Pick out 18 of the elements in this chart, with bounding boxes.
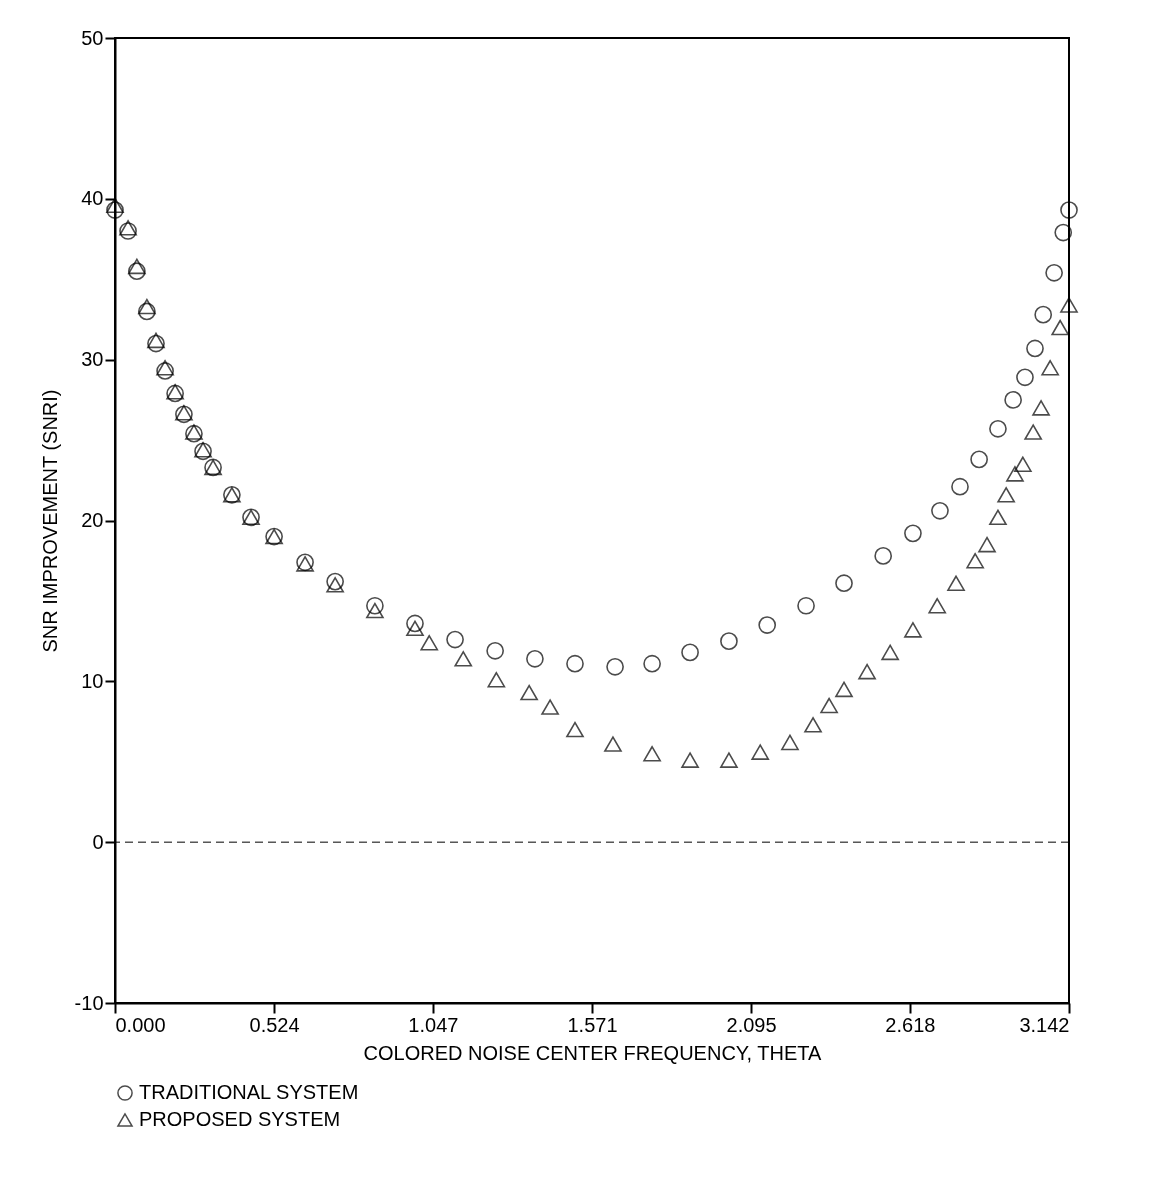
y-tick-label: 30	[81, 348, 104, 371]
x-tick-label: 2.095	[726, 1013, 777, 1036]
x-tick-label: 1.571	[567, 1013, 618, 1036]
x-tick-label: 0.000	[115, 1013, 166, 1036]
x-tick-label: 3.142	[1019, 1013, 1070, 1036]
legend-label: TRADITIONAL SYSTEM	[139, 1081, 359, 1103]
y-tick-label: 0	[92, 830, 104, 853]
y-tick-label: -10	[74, 991, 104, 1014]
x-tick-label: 2.618	[885, 1013, 936, 1036]
y-tick-label: 20	[81, 509, 104, 531]
y-tick-label: 50	[81, 26, 104, 49]
y-tick-label: 40	[81, 187, 104, 210]
legend-label: PROPOSED SYSTEM	[139, 1108, 341, 1130]
x-tick-label: 1.047	[408, 1013, 459, 1036]
x-tick-label: 0.524	[249, 1013, 300, 1036]
y-axis-title: SNR IMPROVEMENT (SNRI)	[38, 389, 61, 653]
x-axis-title: COLORED NOISE CENTER FREQUENCY, THETA	[363, 1041, 823, 1064]
y-tick-label: 10	[81, 669, 104, 692]
